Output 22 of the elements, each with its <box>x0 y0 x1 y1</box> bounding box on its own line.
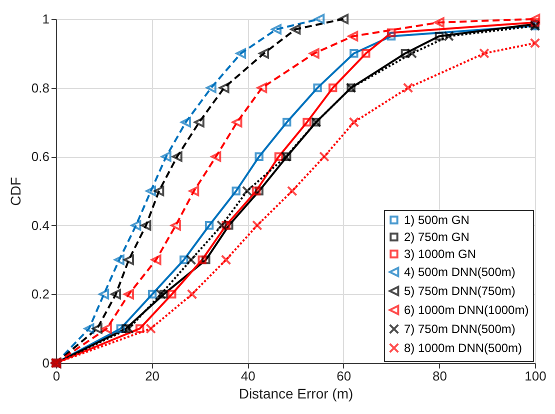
legend-label: 2) 750m GN <box>404 230 470 244</box>
x-axis-title: Distance Error (m) <box>238 386 354 402</box>
legend-label: 8) 1000m DNN(500m) <box>404 341 522 355</box>
legend-label: 6) 1000m DNN(1000m) <box>404 303 529 317</box>
legend-label: 7) 750m DNN(500m) <box>404 322 516 336</box>
y-tick-label: 0.8 <box>31 80 50 96</box>
x-tick-label: 0 <box>52 368 60 384</box>
y-tick-label: 0.4 <box>31 218 50 233</box>
y-tick-label: 0.6 <box>31 149 50 164</box>
x-tick-label: 100 <box>524 368 546 384</box>
y-axis-title: CDF <box>7 177 24 206</box>
x-tick-label: 60 <box>336 368 352 384</box>
legend-label: 3) 1000m GN <box>404 247 476 261</box>
x-tick-label: 20 <box>145 368 160 384</box>
legend-label: 1) 500m GN <box>404 213 470 227</box>
legend-label: 5) 750m DNN(750m) <box>404 284 516 298</box>
y-tick-label: 0 <box>42 356 50 370</box>
legend-label: 4) 500m DNN(500m) <box>404 265 516 279</box>
y-tick-label: 1 <box>42 12 50 26</box>
x-tick-label: 80 <box>432 368 447 384</box>
x-tick-label: 40 <box>240 368 256 384</box>
y-tick-label: 0.2 <box>31 286 50 302</box>
